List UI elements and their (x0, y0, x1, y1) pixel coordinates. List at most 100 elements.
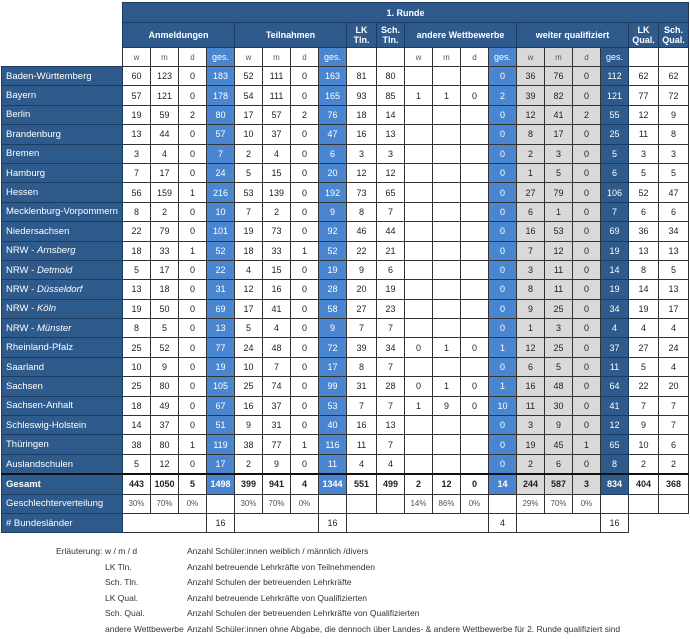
cell-andere-w (404, 182, 433, 203)
cell-andere-m (432, 434, 461, 455)
cell-andere-w (404, 104, 433, 126)
cell-sch-tln: 21 (376, 240, 405, 261)
cell-andere-w (404, 453, 433, 475)
cell-sch-qual: 17 (658, 298, 689, 320)
cell-weiter-w: 12 (516, 337, 545, 358)
cell-andere-d (460, 201, 489, 223)
cell-anmeldungen-d: 0 (178, 279, 207, 300)
cell-weiter-m: 11 (544, 279, 573, 300)
cell-sch-tln: 44 (376, 221, 405, 242)
cell-teilnahmen-ges: 28 (318, 279, 347, 300)
cell-anmeldungen-d: 0 (178, 259, 207, 281)
cell-lk-qual: 77 (628, 85, 659, 106)
cell-andere-w (404, 415, 433, 436)
cell-anmeldungen-m: 79 (150, 221, 179, 242)
cell-teilnahmen-d: 0 (290, 376, 319, 397)
cell-anmeldungen-d: 0 (178, 415, 207, 436)
table-row: Mecklenburg-Vorpommern 8 2 0 10 7 2 0 9 8 7 0 6 1 0 7 6 6 (1, 201, 689, 223)
cell-andere-ges: 0 (488, 182, 517, 203)
row-label-text: Geschlechterverteilung (6, 498, 104, 510)
cell-weiter-d: 0 (572, 65, 601, 87)
row-label: NRW - Düsseldorf (1, 279, 123, 300)
cell-andere-d (460, 415, 489, 436)
cell-teilnahmen-w: 2 (234, 453, 263, 475)
cell-andere-ges: 2 (488, 85, 517, 106)
cell-sch-tln: 13 (376, 415, 405, 436)
cell-teilnahmen-w: 18 (234, 240, 263, 261)
cell-teilnahmen-w: 10 (234, 356, 263, 378)
header-row-groups: Anmeldungen Teilnahmen LK Tln. Sch. Tln. ander… (1, 22, 689, 48)
cell-anmeldungen-w: 25 (122, 376, 151, 397)
cell-anmeldungen-ges: 80 (206, 104, 235, 126)
cell-weiter-d: 3 (572, 473, 601, 495)
cell-lk-qual: 404 (628, 473, 659, 495)
cell-teilnahmen-m: 31 (262, 415, 291, 436)
cell-weiter-w: 36 (516, 65, 545, 87)
table-row: Hamburg 7 17 0 24 5 15 0 20 12 12 0 1 5 0 6 5 5 (1, 162, 689, 184)
cell-lk-tln: 7 (346, 395, 377, 417)
cell-andere-ges: 0 (488, 415, 517, 436)
cell-weiter-w: 12 (516, 104, 545, 126)
cell-weiter-m: 70% (544, 493, 573, 514)
cell-teilnahmen-w: 52 (234, 65, 263, 87)
subheader-teilnahmen-m: m (262, 47, 291, 67)
cell-teilnahmen-w: 4 (234, 259, 263, 281)
cell-teilnahmen-m: 37 (262, 124, 291, 145)
cell-anmeldungen-w: 14 (122, 415, 151, 436)
cell-weiter-m: 6 (544, 453, 573, 475)
row-label-text: Auslandschulen (6, 458, 74, 470)
cell-teilnahmen-d: 1 (290, 434, 319, 455)
cell-weiter-empty (516, 512, 601, 534)
cell-anmeldungen-m: 80 (150, 434, 179, 455)
cell-andere-m: 1 (432, 337, 461, 358)
cell-anmeldungen-d: 0 (178, 124, 207, 145)
cell-weiter-m: 30 (544, 395, 573, 417)
cell-sch-tln: 23 (376, 298, 405, 320)
cell-lk-tln: 551 (346, 473, 377, 495)
cell-teilnahmen-d: 0% (290, 493, 319, 514)
cell-lk-tln: 81 (346, 65, 377, 87)
table-row: Saarland 10 9 0 19 10 7 0 17 8 7 0 6 5 0 11 5 4 (1, 356, 689, 378)
cell-andere-w (404, 143, 433, 164)
cell-andere-ges: 0 (488, 453, 517, 475)
cell-andere-m (432, 279, 461, 300)
gender-distribution-row: Geschlechterverteilung 30% 70% 0% 30% 70% 0% 14… (1, 493, 689, 514)
cell-andere-ges: 0 (488, 298, 517, 320)
cell-weiter-w: 2 (516, 453, 545, 475)
cell-anmeldungen-ges: 119 (206, 434, 235, 455)
row-label-region: Münster (36, 322, 72, 334)
cell-anmeldungen-w: 38 (122, 434, 151, 455)
cell-andere-w (404, 240, 433, 261)
cell-teilnahmen-ges: 92 (318, 221, 347, 242)
cell-weiter-m: 5 (544, 356, 573, 378)
cell-anmeldungen-m: 121 (150, 85, 179, 106)
cell-andere-w (404, 356, 433, 378)
cell-anmeldungen-m: 12 (150, 453, 179, 475)
cell-anmeldungen-m: 18 (150, 279, 179, 300)
subheader-teilnahmen-d: d (290, 47, 319, 67)
cell-lk-qual: 11 (628, 124, 659, 145)
header-corner (1, 2, 123, 23)
cell-andere-d (460, 124, 489, 145)
cell-anmeldungen-ges: 178 (206, 85, 235, 106)
cell-weiter-d: 0% (572, 493, 601, 514)
cell-teilnahmen-m: 15 (262, 162, 291, 184)
cell-teilnahmen-m: 77 (262, 434, 291, 455)
cell-andere-m: 86% (432, 493, 461, 514)
row-label-text: Baden-Württemberg (6, 70, 92, 82)
header-row-round: 1. Runde (1, 2, 689, 23)
cell-anmeldungen-ges: 51 (206, 415, 235, 436)
cell-andere-w (404, 221, 433, 242)
cell-anmeldungen-d: 0 (178, 162, 207, 184)
cell-weiter-d: 0 (572, 318, 601, 339)
table-row: Hessen 56 159 1 216 53 139 0 192 73 65 0 27 79 0 106 52 4… (1, 182, 689, 203)
cell-weiter-w: 3 (516, 259, 545, 281)
cell-lk-qual: 6 (628, 201, 659, 223)
cell-teilnahmen-m: 7 (262, 356, 291, 378)
row-label-region: Köln (36, 303, 56, 315)
cell-teilnahmen-d: 0 (290, 298, 319, 320)
cell-weiter-ges: 65 (600, 434, 629, 455)
cell-teilnahmen-m: 33 (262, 240, 291, 261)
results-table: 1. Runde Anmeldungen Teilnahmen LK Tln. Sch. T… (1, 2, 689, 534)
subheader-weiter-d: d (572, 47, 601, 67)
